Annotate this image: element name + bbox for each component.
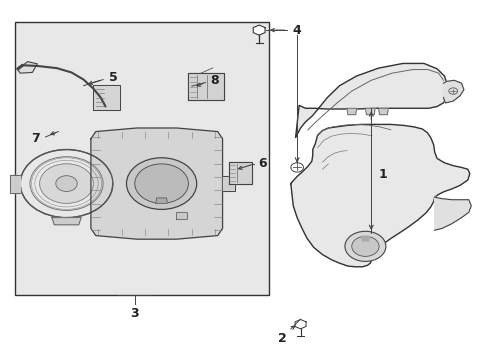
Circle shape <box>126 158 196 210</box>
Text: 6: 6 <box>258 157 266 170</box>
Polygon shape <box>222 176 234 192</box>
Polygon shape <box>290 125 469 267</box>
Circle shape <box>56 176 77 192</box>
Circle shape <box>135 164 188 203</box>
Polygon shape <box>18 62 37 73</box>
Text: 7: 7 <box>31 132 40 145</box>
Polygon shape <box>156 198 167 203</box>
Polygon shape <box>10 175 20 193</box>
Polygon shape <box>361 236 368 241</box>
Polygon shape <box>378 108 387 115</box>
Text: 1: 1 <box>378 168 386 181</box>
Text: 4: 4 <box>292 24 301 37</box>
Polygon shape <box>443 80 463 103</box>
Circle shape <box>344 231 385 261</box>
Polygon shape <box>294 319 305 329</box>
Polygon shape <box>253 25 264 35</box>
Bar <box>15 22 268 295</box>
Text: 3: 3 <box>130 307 139 320</box>
Circle shape <box>351 236 378 256</box>
Polygon shape <box>434 197 470 230</box>
Text: 5: 5 <box>109 71 118 84</box>
Polygon shape <box>228 162 252 184</box>
Polygon shape <box>295 63 447 137</box>
Polygon shape <box>176 212 186 220</box>
Polygon shape <box>346 108 356 115</box>
Text: 8: 8 <box>210 74 219 87</box>
Polygon shape <box>188 73 223 100</box>
Text: 2: 2 <box>278 332 286 345</box>
Polygon shape <box>91 128 222 239</box>
Polygon shape <box>93 85 120 110</box>
Polygon shape <box>52 218 81 225</box>
Polygon shape <box>365 108 374 115</box>
Circle shape <box>40 164 93 203</box>
